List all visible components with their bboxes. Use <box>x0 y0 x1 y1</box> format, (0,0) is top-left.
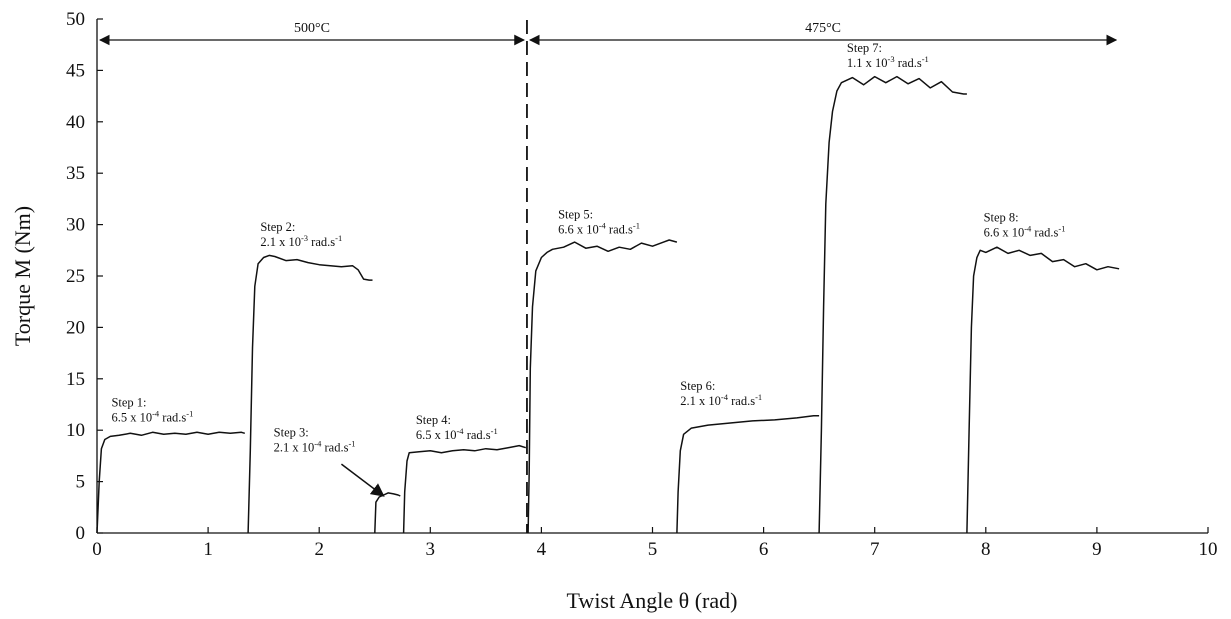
x-tick-label: 6 <box>759 539 769 560</box>
annotation-step-label: Step 5: <box>558 207 593 221</box>
y-tick-label: 0 <box>76 523 86 544</box>
x-tick-label: 10 <box>1199 539 1218 560</box>
x-tick-label: 4 <box>537 539 547 560</box>
series-line-step-1 <box>96 431 246 534</box>
annotation-rate-label: 2.1 x 10-4 rad.s-1 <box>680 392 762 408</box>
annotation-rate-label: 1.1 x 10-3 rad.s-1 <box>847 54 929 70</box>
y-tick-label: 45 <box>66 60 85 81</box>
y-tick-label: 10 <box>66 420 85 441</box>
annotation-rate-label: 2.1 x 10-3 rad.s-1 <box>260 233 342 249</box>
y-tick-label: 40 <box>66 112 85 133</box>
region-label: 500°C <box>294 21 330 36</box>
y-tick-label: 50 <box>66 9 85 30</box>
annotation-step-label: Step 2: <box>260 220 295 234</box>
annotation-step-4: Step 4:6.5 x 10-4 rad.s-1 <box>416 413 498 442</box>
x-tick-label: 2 <box>314 539 324 560</box>
annotation-step-label: Step 3: <box>274 425 309 439</box>
temperature-regions: 500°C 475°C <box>98 20 1118 533</box>
annotation-step-label: Step 7: <box>847 41 882 55</box>
annotation-step-2: Step 2:2.1 x 10-3 rad.s-1 <box>260 220 342 249</box>
x-tick-label: 3 <box>426 539 436 560</box>
x-axis-title: Twist Angle θ (rad) <box>567 588 738 613</box>
series-line-step-7 <box>818 75 967 534</box>
y-tick-label: 15 <box>66 369 85 390</box>
series-line-step-2 <box>247 254 373 534</box>
series-line-step-8 <box>966 246 1120 534</box>
annotation-step-7: Step 7:1.1 x 10-3 rad.s-1 <box>847 41 929 70</box>
series-line-step-5 <box>527 239 678 534</box>
y-tick-label: 35 <box>66 163 85 184</box>
y-tick-label: 5 <box>76 472 86 493</box>
y-axis-title: Torque M (Nm) <box>10 206 35 346</box>
step3-pointer-arrow <box>340 463 385 497</box>
x-tick-label: 0 <box>92 539 102 560</box>
x-tick-label: 8 <box>981 539 991 560</box>
y-tick-label: 30 <box>66 215 85 236</box>
x-tick-label: 5 <box>648 539 658 560</box>
series-line-step-4 <box>402 444 527 534</box>
annotation-step-1: Step 1:6.5 x 10-4 rad.s-1 <box>111 396 193 425</box>
region-label: 475°C <box>805 21 841 36</box>
series-group <box>96 75 1120 534</box>
x-tick-label: 9 <box>1092 539 1102 560</box>
annotation-step-3: Step 3:2.1 x 10-4 rad.s-1 <box>274 425 356 454</box>
annotation-rate-label: 2.1 x 10-4 rad.s-1 <box>274 438 356 454</box>
annotation-step-5: Step 5:6.6 x 10-4 rad.s-1 <box>558 207 640 236</box>
series-line-step-3 <box>374 492 401 534</box>
y-tick-label: 25 <box>66 266 85 287</box>
x-tick-label: 1 <box>203 539 213 560</box>
y-tick-label: 20 <box>66 317 85 338</box>
annotation-rate-label: 6.5 x 10-4 rad.s-1 <box>416 426 498 442</box>
annotation-step-label: Step 8: <box>984 211 1019 225</box>
annotation-rate-label: 6.6 x 10-4 rad.s-1 <box>558 220 640 236</box>
annotation-step-8: Step 8:6.6 x 10-4 rad.s-1 <box>984 211 1066 240</box>
annotation-step-6: Step 6:2.1 x 10-4 rad.s-1 <box>680 379 762 408</box>
annotation-rate-label: 6.5 x 10-4 rad.s-1 <box>111 409 193 425</box>
x-tick-label: 7 <box>870 539 880 560</box>
series-line-step-6 <box>676 415 820 534</box>
annotation-rate-label: 6.6 x 10-4 rad.s-1 <box>984 224 1066 240</box>
annotation-step-label: Step 1: <box>111 396 146 410</box>
annotation-step-label: Step 4: <box>416 413 451 427</box>
annotation-step-label: Step 6: <box>680 379 715 393</box>
